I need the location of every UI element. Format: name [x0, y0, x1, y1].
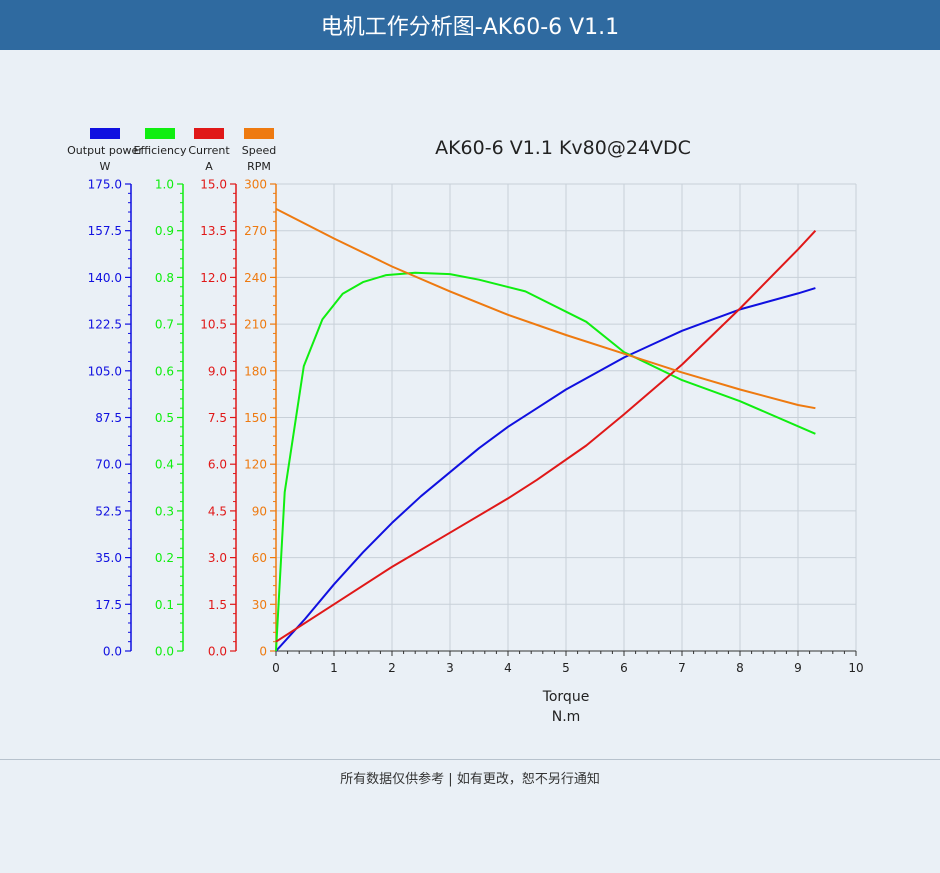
- x-tick-label: 3: [446, 661, 454, 675]
- x-tick-label: 1: [330, 661, 338, 675]
- power-tick-label: 0.0: [103, 645, 122, 659]
- speed-tick-label: 210: [244, 318, 267, 332]
- page-header: 电机工作分析图-AK60-6 V1.1: [0, 0, 940, 50]
- efficiency-tick-label: 0.1: [155, 598, 174, 612]
- speed-tick-label: 180: [244, 364, 267, 378]
- efficiency-tick-label: 0.9: [155, 224, 174, 238]
- motor-analysis-chart: AK60-6 V1.1 Kv80@24VDC0.017.535.052.570.…: [67, 128, 864, 725]
- speed-legend-label: Speed: [242, 144, 276, 157]
- efficiency-legend-swatch: [145, 128, 175, 139]
- speed-series-line: [275, 208, 816, 410]
- footer-divider: [0, 759, 940, 760]
- efficiency-tick-label: 0.8: [155, 271, 174, 285]
- output-power-series-line: [275, 287, 816, 652]
- power-legend-swatch: [90, 128, 120, 139]
- speed-tick-label: 30: [252, 598, 267, 612]
- efficiency-tick-label: 0.4: [155, 458, 174, 472]
- x-tick-label: 7: [678, 661, 686, 675]
- efficiency-tick-label: 0.0: [155, 645, 174, 659]
- chart-title: AK60-6 V1.1 Kv80@24VDC: [435, 137, 691, 159]
- current-tick-label: 7.5: [208, 411, 227, 425]
- efficiency-tick-label: 0.5: [155, 411, 174, 425]
- footer-note: 所有数据仅供参考 | 如有更改，恕不另行通知: [340, 772, 600, 787]
- efficiency-tick-label: 0.2: [155, 551, 174, 565]
- current-tick-label: 15.0: [200, 178, 227, 192]
- power-tick-label: 122.5: [88, 318, 122, 332]
- x-tick-label: 10: [848, 661, 863, 675]
- current-tick-label: 10.5: [200, 318, 227, 332]
- speed-legend-unit: RPM: [247, 160, 271, 173]
- speed-tick-label: 270: [244, 224, 267, 238]
- power-tick-label: 17.5: [95, 598, 122, 612]
- current-legend-swatch: [194, 128, 224, 139]
- speed-tick-label: 0: [259, 645, 267, 659]
- efficiency-tick-label: 1.0: [155, 178, 174, 192]
- power-tick-label: 35.0: [95, 551, 122, 565]
- power-tick-label: 52.5: [95, 504, 122, 518]
- speed-tick-label: 150: [244, 411, 267, 425]
- x-tick-label: 6: [620, 661, 628, 675]
- x-tick-label: 0: [272, 661, 280, 675]
- current-tick-label: 3.0: [208, 551, 227, 565]
- power-legend-label: Output power: [67, 144, 143, 157]
- speed-tick-label: 240: [244, 271, 267, 285]
- efficiency-tick-label: 0.6: [155, 364, 174, 378]
- current-tick-label: 9.0: [208, 364, 227, 378]
- current-tick-label: 12.0: [200, 271, 227, 285]
- current-series-line: [275, 230, 817, 643]
- efficiency-tick-label: 0.7: [155, 318, 174, 332]
- efficiency-series-line: [275, 271, 816, 652]
- x-axis-label: Torque: [542, 689, 590, 705]
- power-tick-label: 105.0: [88, 364, 122, 378]
- speed-tick-label: 120: [244, 458, 267, 472]
- x-axis-unit: N.m: [552, 709, 581, 725]
- current-legend-unit: A: [205, 160, 213, 173]
- efficiency-legend-label: Efficiency: [134, 144, 187, 157]
- x-tick-label: 9: [794, 661, 802, 675]
- current-tick-label: 6.0: [208, 458, 227, 472]
- power-tick-label: 70.0: [95, 458, 122, 472]
- speed-tick-label: 90: [252, 504, 267, 518]
- x-tick-label: 8: [736, 661, 744, 675]
- current-tick-label: 0.0: [208, 645, 227, 659]
- power-legend-unit: W: [100, 160, 111, 173]
- power-tick-label: 87.5: [95, 411, 122, 425]
- power-tick-label: 140.0: [88, 271, 122, 285]
- current-tick-label: 13.5: [200, 224, 227, 238]
- speed-tick-label: 60: [252, 551, 267, 565]
- power-tick-label: 157.5: [88, 224, 122, 238]
- x-tick-label: 4: [504, 661, 512, 675]
- current-tick-label: 4.5: [208, 504, 227, 518]
- x-tick-label: 2: [388, 661, 396, 675]
- power-tick-label: 175.0: [88, 178, 122, 192]
- x-tick-label: 5: [562, 661, 570, 675]
- speed-legend-swatch: [244, 128, 274, 139]
- current-legend-label: Current: [188, 144, 230, 157]
- current-tick-label: 1.5: [208, 598, 227, 612]
- efficiency-tick-label: 0.3: [155, 504, 174, 518]
- page-title: 电机工作分析图-AK60-6 V1.1: [320, 15, 620, 40]
- speed-tick-label: 300: [244, 178, 267, 192]
